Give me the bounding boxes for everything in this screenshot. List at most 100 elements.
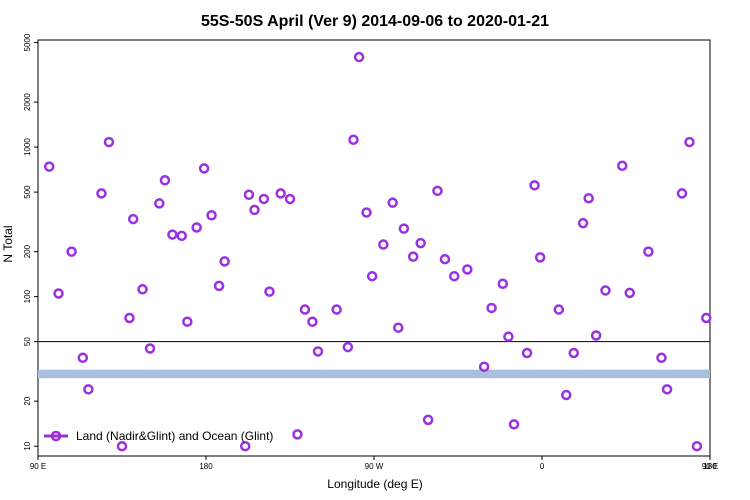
legend: Land (Nadir&Glint) and Ocean (Glint) bbox=[44, 429, 273, 443]
data-point bbox=[624, 287, 635, 299]
data-point bbox=[561, 389, 572, 401]
data-point bbox=[53, 288, 64, 299]
data-point bbox=[191, 222, 202, 233]
data-point bbox=[307, 316, 318, 327]
data-point bbox=[553, 304, 565, 315]
data-point bbox=[144, 343, 156, 354]
data-point bbox=[284, 193, 296, 205]
data-points bbox=[43, 51, 712, 452]
data-point bbox=[77, 352, 89, 364]
chart-title: 55S-50S April (Ver 9) 2014-09-06 to 2020… bbox=[201, 13, 549, 30]
highlight-band bbox=[38, 369, 710, 379]
data-point bbox=[508, 419, 520, 430]
data-point bbox=[299, 304, 311, 315]
data-point bbox=[661, 384, 673, 395]
data-point bbox=[617, 160, 628, 172]
data-point bbox=[398, 223, 410, 234]
data-point bbox=[701, 312, 712, 324]
data-point bbox=[83, 384, 94, 395]
data-point bbox=[159, 175, 171, 186]
data-point bbox=[393, 322, 404, 333]
x-tick-label: 90 W bbox=[365, 462, 384, 471]
data-point bbox=[643, 246, 654, 257]
data-point bbox=[66, 246, 77, 257]
y-tick-label: 100 bbox=[23, 289, 32, 303]
data-point bbox=[258, 193, 270, 205]
data-point bbox=[462, 264, 473, 275]
data-point bbox=[127, 213, 139, 225]
data-point bbox=[213, 280, 225, 292]
data-point bbox=[590, 330, 602, 341]
y-tick-label: 20 bbox=[23, 396, 32, 405]
data-point bbox=[415, 237, 426, 249]
x-tick-label: 180 bbox=[199, 462, 213, 471]
data-point bbox=[503, 331, 514, 342]
data-point bbox=[292, 429, 303, 440]
data-point bbox=[331, 304, 342, 315]
y-tick-label: 500 bbox=[23, 185, 32, 199]
data-point bbox=[96, 188, 107, 199]
data-point bbox=[478, 361, 490, 372]
data-point bbox=[243, 189, 255, 201]
data-point bbox=[583, 192, 594, 204]
data-point bbox=[486, 302, 497, 314]
data-point bbox=[182, 316, 193, 327]
data-point bbox=[353, 51, 365, 63]
data-point bbox=[275, 188, 286, 199]
data-point bbox=[116, 440, 128, 452]
data-point bbox=[529, 180, 540, 191]
data-point bbox=[422, 414, 434, 426]
data-point bbox=[691, 440, 703, 452]
data-point bbox=[312, 346, 324, 357]
data-point bbox=[684, 136, 695, 148]
legend-label: Land (Nadir&Glint) and Ocean (Glint) bbox=[76, 429, 273, 443]
y-tick-label: 10 bbox=[23, 441, 32, 450]
data-point bbox=[407, 251, 419, 262]
legend-marker bbox=[50, 430, 62, 442]
data-point bbox=[439, 253, 451, 265]
data-point bbox=[219, 256, 230, 267]
data-point bbox=[137, 284, 148, 295]
data-point bbox=[176, 230, 187, 242]
y-tick-label: 5000 bbox=[23, 33, 32, 51]
x-tick-label: 0 bbox=[540, 462, 545, 471]
data-point bbox=[521, 347, 533, 359]
y-tick-label: 200 bbox=[23, 244, 32, 258]
data-point bbox=[361, 207, 372, 218]
data-point bbox=[342, 341, 354, 353]
y-tick-label: 1000 bbox=[23, 138, 32, 156]
x-tick-label: 90 E bbox=[702, 462, 718, 471]
y-axis: 10 20 50 100 200 500 1000 2000 5000 bbox=[23, 33, 38, 451]
data-point bbox=[378, 239, 389, 250]
data-point bbox=[124, 312, 135, 324]
data-point bbox=[387, 197, 398, 208]
x-axis-label: Longitude (deg E) bbox=[327, 477, 422, 491]
data-point bbox=[167, 229, 178, 240]
data-point bbox=[206, 210, 217, 221]
data-point bbox=[348, 134, 359, 145]
data-point bbox=[154, 198, 165, 209]
data-point bbox=[534, 252, 546, 263]
x-tick-label: 180 bbox=[703, 462, 717, 471]
data-point bbox=[676, 188, 688, 199]
data-point bbox=[568, 347, 579, 359]
x-tick-label: 90 E bbox=[30, 462, 46, 471]
data-point bbox=[103, 136, 115, 148]
y-tick-label: 50 bbox=[23, 337, 32, 346]
data-point bbox=[432, 185, 443, 197]
data-point bbox=[656, 352, 667, 364]
data-point bbox=[249, 204, 260, 216]
data-point bbox=[577, 217, 589, 229]
data-point bbox=[43, 161, 55, 172]
y-tick-label: 2000 bbox=[23, 93, 32, 111]
data-point bbox=[449, 270, 460, 282]
data-point bbox=[600, 285, 611, 296]
data-point bbox=[198, 163, 210, 174]
data-point bbox=[264, 286, 275, 297]
data-point bbox=[239, 440, 251, 452]
y-axis-label: N Total bbox=[1, 225, 15, 262]
